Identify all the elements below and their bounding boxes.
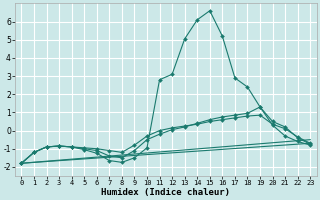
- X-axis label: Humidex (Indice chaleur): Humidex (Indice chaleur): [101, 188, 230, 197]
